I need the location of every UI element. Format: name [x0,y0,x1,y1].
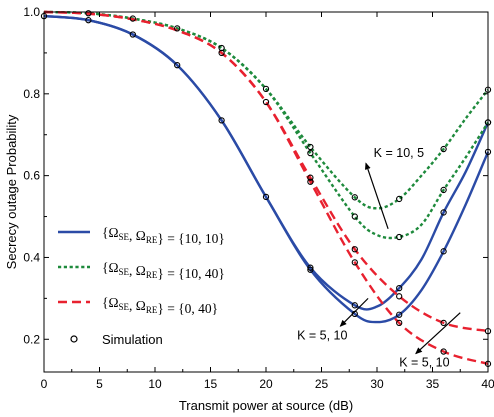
series-line-4 [43,10,489,333]
simulation-point [307,266,314,273]
simulation-point [396,284,403,292]
legend-marker-simulation [70,335,78,343]
simulation-point [262,98,270,106]
simulation-point [174,25,181,32]
simulation-point [440,248,447,255]
x-tick-label: 15 [204,377,218,391]
legend: {ΩSE, ΩRE} = {10, 10} {ΩSE, ΩRE} = {10, 4… [58,225,225,347]
y-tick-label: 0.8 [23,87,40,101]
simulation-point [440,348,447,355]
x-tick-label: 25 [315,377,329,391]
ticks-layer: 0 5 10 15 20 25 30 35 40 0.2 0.4 0.6 0.8 1.0 [23,5,494,391]
simulation-point [129,31,136,38]
annotation-arrow [339,297,369,327]
simulation-point [218,49,225,57]
plot-frame [43,11,489,373]
simulation-point [440,319,447,327]
simulation-points-layer [40,10,492,367]
annotations-layer: K = 10, 5 K = 5, 10 K = 5, 10 [297,146,461,370]
simulation-point [351,246,358,253]
annotation-label: K = 5, 10 [297,328,347,342]
legend-label-2: {ΩSE, ΩRE} = {0, 40} [102,295,218,316]
simulation-point [307,174,314,181]
simulation-point [85,17,92,24]
annotation-label: K = 10, 5 [374,146,424,160]
simulation-point [396,311,403,318]
simulation-point [262,85,270,93]
simulation-point [129,15,136,22]
simulation-point [396,293,403,300]
annotation-label: K = 5, 10 [399,356,449,370]
simulation-point [440,209,447,216]
series-line-5 [43,10,489,365]
legend-label-1: {ΩSE, ΩRE} = {10, 40} [102,260,225,281]
simulation-point [351,259,358,266]
simulation-point [307,178,314,185]
x-tick-label: 30 [370,377,384,391]
simulation-point [440,145,447,153]
simulation-point [174,62,181,69]
x-tick-label: 40 [481,377,494,391]
y-tick-label: 0.2 [23,332,40,346]
simulation-point [85,10,92,17]
annotation-arrow [415,312,461,355]
x-tick-label: 5 [96,377,103,391]
simulation-point [307,264,314,271]
y-tick-label: 0.4 [23,250,40,264]
x-tick-label: 35 [426,377,440,391]
simulation-point [307,143,314,151]
simulation-point [307,149,314,157]
simulation-point [218,117,225,124]
x-axis-title: Transmit power at source (dB) [179,398,353,413]
simulation-point [262,193,270,201]
x-tick-label: 0 [41,377,48,391]
y-axis-title: Secrecy outage Probability [4,114,19,269]
series-line-2 [43,10,489,210]
simulation-point [396,319,403,327]
simulation-point [351,302,358,309]
annotation-arrow [364,162,389,230]
y-tick-label: 1.0 [23,5,40,19]
legend-label-0: {ΩSE, ΩRE} = {10, 10} [102,225,225,246]
x-tick-label: 10 [148,377,162,391]
simulation-point [396,195,403,203]
simulation-point [351,213,358,220]
series-layer [43,10,490,365]
simulation-point [396,233,403,241]
y-tick-label: 0.6 [23,169,40,183]
legend-label-simulation: Simulation [102,332,163,347]
simulation-point [351,194,358,201]
series-line-1 [43,14,490,324]
series-line-3 [43,10,490,240]
simulation-point [440,186,447,194]
x-tick-label: 20 [259,377,273,391]
